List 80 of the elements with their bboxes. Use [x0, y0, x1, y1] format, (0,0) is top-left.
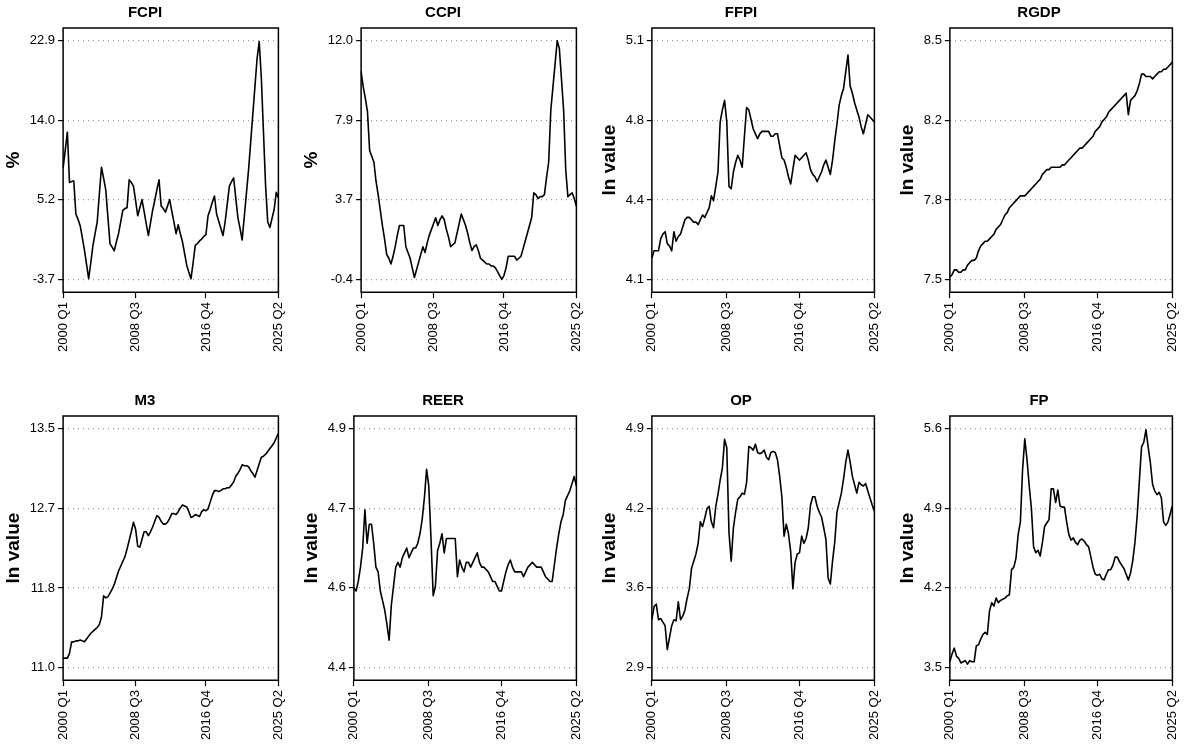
x-tick-label: 2000 Q1 [352, 302, 368, 352]
y-tick-label: 12.7 [29, 499, 56, 515]
x-tick-label: 2008 Q3 [127, 302, 143, 352]
y-axis-title: % [299, 151, 321, 169]
y-tick-label: 4.2 [923, 579, 942, 595]
x-tick-label: 2000 Q1 [643, 302, 659, 352]
x-tick-label: 2025 Q2 [269, 302, 285, 352]
chart-title: M3 [134, 391, 156, 409]
x-tick-label: 2025 Q2 [1163, 690, 1179, 740]
y-tick-label: 8.2 [923, 111, 942, 127]
x-tick-label: 2016 Q4 [791, 690, 807, 740]
y-tick-label: 3.5 [923, 659, 942, 675]
x-tick-label: 2008 Q3 [718, 302, 734, 352]
x-tick-label: 2000 Q1 [54, 690, 70, 740]
x-tick-label: 2025 Q2 [1163, 302, 1179, 352]
x-tick-label: 2008 Q3 [1016, 690, 1032, 740]
y-tick-label: 4.4 [625, 191, 644, 207]
x-tick-label: 2016 Q4 [791, 302, 807, 352]
x-tick-label: 2025 Q2 [269, 690, 285, 740]
y-tick-label: 4.4 [327, 658, 346, 674]
x-tick-label: 2000 Q1 [941, 302, 957, 352]
y-tick-label: 3.7 [335, 191, 354, 207]
y-tick-label: 12.0 [327, 32, 354, 48]
chart-title: FFPI [724, 3, 758, 21]
x-tick-label: 2016 Q4 [197, 690, 213, 740]
x-tick-label: 2000 Q1 [941, 690, 957, 740]
x-tick-label: 2008 Q3 [1016, 302, 1032, 352]
y-tick-label: 11.0 [30, 659, 56, 675]
x-tick-label: 2008 Q3 [127, 690, 143, 740]
x-tick-label: 2025 Q2 [865, 690, 881, 740]
x-tick-label: 2000 Q1 [54, 302, 70, 352]
y-axis-title: ln value [597, 124, 619, 196]
x-tick-label: 2016 Q4 [495, 302, 511, 352]
chart-title: RGDP [1017, 3, 1061, 21]
y-tick-label: 11.8 [30, 579, 56, 595]
y-tick-label: 13.5 [29, 420, 56, 436]
x-tick-label: 2008 Q3 [425, 302, 441, 352]
y-tick-label: -3.7 [32, 271, 56, 287]
chart-title: OP [730, 391, 752, 409]
x-tick-label: 2000 Q1 [643, 690, 659, 740]
x-tick-label: 2016 Q4 [493, 690, 509, 740]
x-tick-label: 2008 Q3 [718, 690, 734, 740]
y-axis-title: ln value [895, 512, 917, 584]
y-tick-label: 2.9 [625, 659, 644, 675]
y-tick-label: -0.4 [330, 271, 354, 286]
chart-title: CCPI [425, 3, 461, 21]
x-tick-label: 2016 Q4 [1089, 690, 1105, 740]
y-tick-label: 5.2 [37, 191, 56, 207]
x-tick-label: 2025 Q2 [567, 690, 583, 740]
y-tick-label: 3.6 [625, 579, 644, 595]
chart-title: REER [422, 391, 464, 409]
chart-title: FP [1029, 391, 1049, 409]
y-tick-label: 4.6 [327, 579, 346, 595]
y-tick-label: 4.9 [327, 420, 346, 436]
x-tick-label: 2000 Q1 [345, 690, 361, 740]
y-axis-title: ln value [1, 512, 23, 584]
y-axis-title: ln value [597, 512, 619, 584]
x-tick-label: 2008 Q3 [420, 690, 436, 740]
y-axis-title: % [1, 151, 23, 169]
x-tick-label: 2025 Q2 [567, 302, 583, 352]
y-tick-label: 14.0 [29, 111, 56, 127]
y-tick-label: 7.9 [335, 111, 354, 127]
y-tick-label: 8.5 [923, 32, 942, 48]
y-tick-label: 4.9 [625, 420, 644, 436]
y-tick-label: 5.1 [625, 32, 644, 48]
y-tick-label: 4.2 [625, 499, 644, 515]
y-tick-label: 4.7 [327, 500, 346, 516]
y-axis-title: ln value [895, 124, 917, 196]
y-axis-title: ln value [299, 512, 321, 584]
y-tick-label: 5.6 [923, 420, 942, 436]
y-tick-label: 4.1 [625, 271, 644, 287]
y-tick-label: 7.5 [923, 271, 942, 287]
y-tick-label: 4.8 [625, 111, 644, 127]
x-tick-label: 2025 Q2 [865, 302, 881, 352]
x-tick-label: 2016 Q4 [1089, 302, 1105, 352]
y-tick-label: 7.8 [923, 191, 942, 207]
y-tick-label: 22.9 [29, 32, 56, 48]
chart-title: FCPI [127, 3, 163, 21]
y-tick-label: 4.9 [923, 499, 942, 515]
x-tick-label: 2016 Q4 [197, 302, 213, 352]
